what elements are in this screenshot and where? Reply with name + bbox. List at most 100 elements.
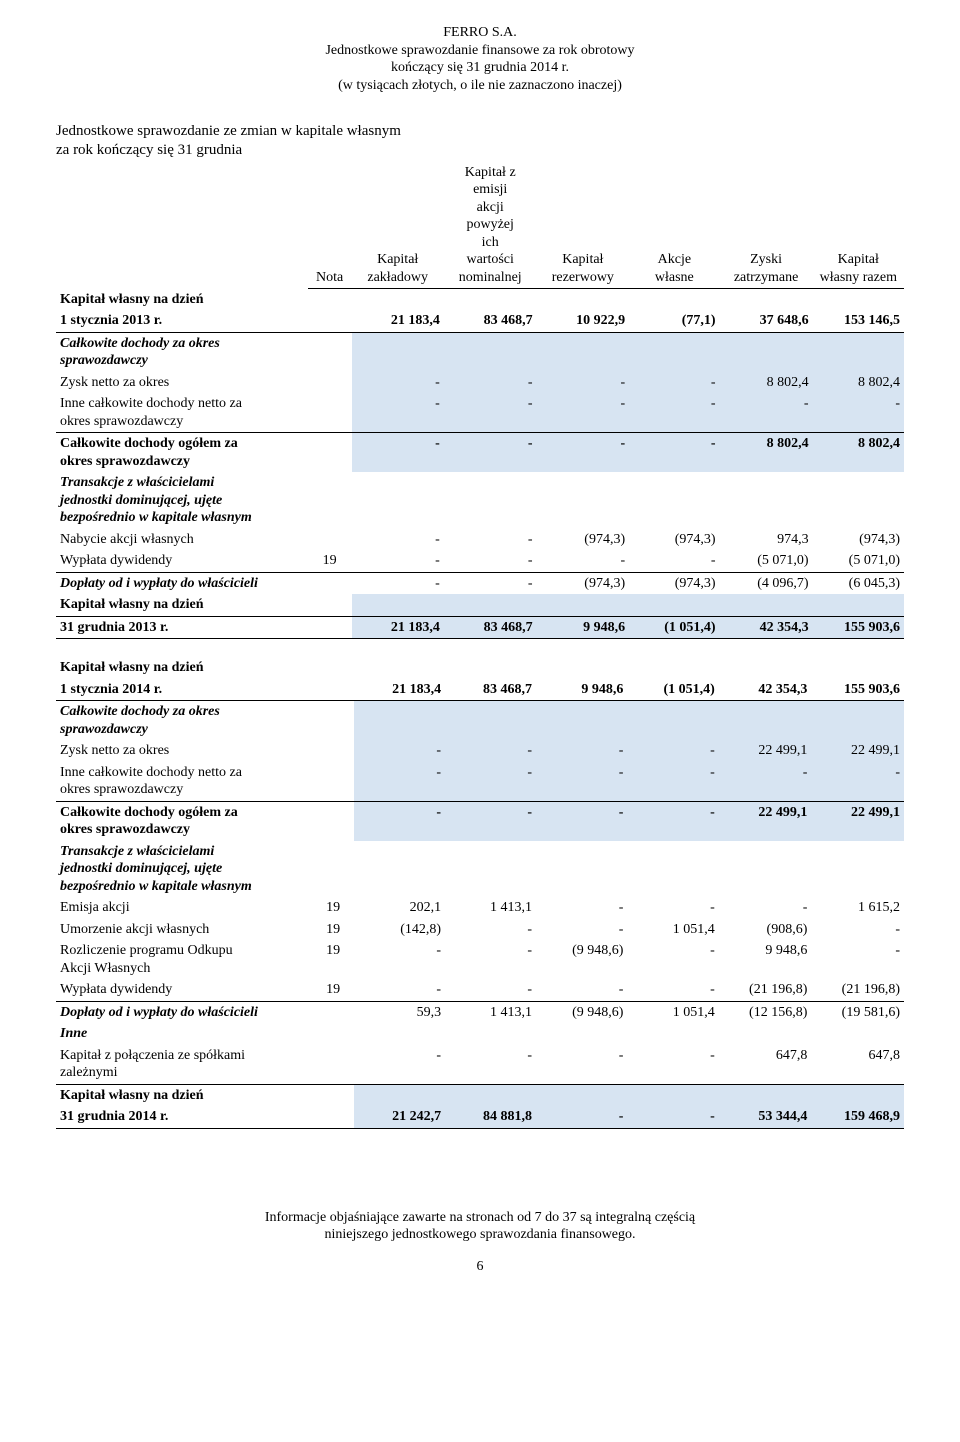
cell-nota: 19 (308, 550, 352, 572)
table-row: Kapitał własny na dzień (56, 289, 904, 311)
cell: - (719, 762, 812, 802)
row-label: 31 grudnia 2013 r. (56, 616, 308, 639)
cell: - (629, 372, 719, 394)
cell: - (536, 1106, 627, 1128)
row-label: Inne całkowite dochody netto zaokres spr… (56, 393, 308, 433)
table-row: Umorzenie akcji własnych 19 (142,8) - - … (56, 919, 904, 941)
cell: 155 903,6 (813, 616, 904, 639)
table-row: Całkowite dochody za okressprawozdawczy (56, 332, 904, 372)
footer-line1: Informacje objaśniające zawarte na stron… (56, 1209, 904, 1227)
cell: 59,3 (354, 1001, 445, 1023)
page-number: 6 (56, 1258, 904, 1276)
cell: - (354, 740, 445, 762)
cell: 42 354,3 (720, 616, 813, 639)
cell: 22 499,1 (811, 740, 904, 762)
table-row: Inne (56, 1023, 904, 1045)
spacer (56, 639, 904, 657)
table-row: Dopłaty od i wypłaty do właścicieli 59,3… (56, 1001, 904, 1023)
cell: 22 499,1 (719, 801, 812, 841)
cell: - (445, 1045, 536, 1085)
cell: (974,3) (537, 572, 630, 594)
header-line1: FERRO S.A. (56, 24, 904, 42)
row-label: Całkowite dochody ogółem zaokres sprawoz… (56, 801, 312, 841)
cell: 10 922,9 (537, 310, 630, 332)
cell: 202,1 (354, 897, 445, 919)
footer-note: Informacje objaśniające zawarte na stron… (56, 1209, 904, 1244)
row-label: Inne całkowite dochody netto zaokres spr… (56, 762, 312, 802)
cell: - (627, 1045, 718, 1085)
cell: - (627, 1106, 718, 1128)
cell: - (444, 529, 537, 551)
table-row: Kapitał własny na dzień (56, 1084, 904, 1106)
equity-table-2013: Nota Kapitałzakładowy Kapitał zemisjiakc… (56, 162, 904, 640)
row-label: Nabycie akcji własnych (56, 529, 308, 551)
row-label: Inne (56, 1023, 312, 1045)
row-label: Kapitał własny na dzień (56, 657, 312, 679)
cell: 159 468,9 (811, 1106, 904, 1128)
cell: - (629, 550, 719, 572)
cell: (5 071,0) (813, 550, 904, 572)
cell: - (354, 762, 445, 802)
cell: (21 196,8) (811, 979, 904, 1001)
header-line3: kończący się 31 grudnia 2014 r. (56, 59, 904, 77)
cell: - (627, 979, 718, 1001)
row-label: Zysk netto za okres (56, 740, 312, 762)
cell: 83 468,7 (444, 616, 537, 639)
row-label: Transakcje z właścicielamijednostki domi… (56, 841, 312, 898)
cell: - (352, 372, 444, 394)
table-row: Dopłaty od i wypłaty do właścicieli - - … (56, 572, 904, 594)
cell: (974,3) (813, 529, 904, 551)
cell: - (444, 433, 537, 473)
cell: - (627, 801, 718, 841)
cell: - (352, 393, 444, 433)
cell: - (536, 919, 627, 941)
cell: (974,3) (629, 529, 719, 551)
cell-nota: 19 (312, 897, 354, 919)
table-row: Całkowite dochody za okressprawozdawczy (56, 701, 904, 741)
table-row: Rozliczenie programu OdkupuAkcji Własnyc… (56, 940, 904, 979)
cell: 22 499,1 (719, 740, 812, 762)
cell: 647,8 (719, 1045, 812, 1085)
cell: - (354, 940, 445, 979)
cell: 1 615,2 (811, 897, 904, 919)
cell: - (445, 801, 536, 841)
page-header: FERRO S.A. Jednostkowe sprawozdanie fina… (56, 24, 904, 94)
cell: 8 802,4 (813, 372, 904, 394)
cell: 647,8 (811, 1045, 904, 1085)
table-row: Inne całkowite dochody netto zaokres spr… (56, 762, 904, 802)
cell: - (627, 740, 718, 762)
table-row: 31 grudnia 2013 r. 21 183,4 83 468,7 9 9… (56, 616, 904, 639)
cell: - (536, 979, 627, 1001)
cell: 1 051,4 (627, 919, 718, 941)
cell: (974,3) (629, 572, 719, 594)
cell: 21 242,7 (354, 1106, 445, 1128)
row-label: Wypłata dywidendy (56, 550, 308, 572)
col-share-capital: Kapitałzakładowy (352, 162, 444, 289)
cell: (9 948,6) (536, 1001, 627, 1023)
table-row: 1 stycznia 2013 r. 21 183,4 83 468,7 10 … (56, 310, 904, 332)
cell: 53 344,4 (719, 1106, 812, 1128)
cell: 21 183,4 (352, 616, 444, 639)
title-line2: za rok kończący się 31 grudnia (56, 141, 904, 160)
statement-title: Jednostkowe sprawozdanie ze zmian w kapi… (56, 122, 904, 160)
table-row: Zysk netto za okres - - - - 22 499,1 22 … (56, 740, 904, 762)
cell: (9 948,6) (536, 940, 627, 979)
row-label: Całkowite dochody ogółem zaokres sprawoz… (56, 433, 308, 473)
cell: 84 881,8 (445, 1106, 536, 1128)
cell: - (445, 740, 536, 762)
cell: 21 183,4 (352, 310, 444, 332)
cell: - (629, 393, 719, 433)
cell: - (719, 897, 812, 919)
cell: 42 354,3 (719, 679, 812, 701)
row-label: Kapitał własny na dzień (56, 1084, 312, 1106)
cell: (142,8) (354, 919, 445, 941)
cell-nota: 19 (312, 940, 354, 979)
cell: 1 051,4 (627, 1001, 718, 1023)
table-row: Zysk netto za okres - - - - 8 802,4 8 80… (56, 372, 904, 394)
cell: 8 802,4 (720, 433, 813, 473)
cell: - (354, 979, 445, 1001)
row-label: Rozliczenie programu OdkupuAkcji Własnyc… (56, 940, 312, 979)
table-header-row: Nota Kapitałzakładowy Kapitał zemisjiakc… (56, 162, 904, 289)
cell: 37 648,6 (720, 310, 813, 332)
cell: 83 468,7 (445, 679, 536, 701)
